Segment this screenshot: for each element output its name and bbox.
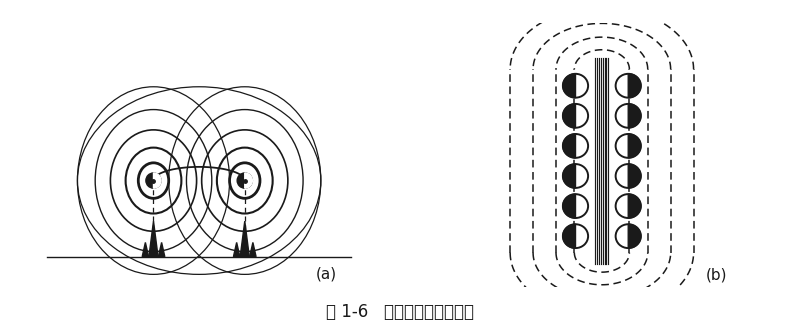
Polygon shape [628,194,641,218]
Polygon shape [154,173,161,188]
Polygon shape [240,221,249,257]
Polygon shape [563,194,575,218]
Text: 图 1-6   电流在线圈中的分布: 图 1-6 电流在线圈中的分布 [327,303,474,321]
Ellipse shape [616,134,641,158]
Polygon shape [159,242,165,257]
Polygon shape [563,164,575,188]
Ellipse shape [616,164,641,188]
Ellipse shape [616,74,641,98]
Text: (a): (a) [316,267,336,282]
Polygon shape [628,104,641,128]
Polygon shape [149,221,158,257]
Ellipse shape [563,134,588,158]
Ellipse shape [563,194,588,218]
Ellipse shape [616,224,641,248]
Polygon shape [233,242,239,257]
Circle shape [237,173,252,188]
Polygon shape [563,224,575,248]
Polygon shape [563,74,575,98]
Polygon shape [628,164,641,188]
Circle shape [146,173,161,188]
Ellipse shape [616,104,641,128]
Polygon shape [628,134,641,158]
Ellipse shape [616,194,641,218]
Polygon shape [628,74,641,98]
Polygon shape [245,173,252,188]
Polygon shape [143,242,148,257]
Polygon shape [563,134,575,158]
Ellipse shape [563,224,588,248]
Polygon shape [250,242,256,257]
Polygon shape [563,104,575,128]
Ellipse shape [563,164,588,188]
Ellipse shape [563,104,588,128]
Polygon shape [628,224,641,248]
Text: (b): (b) [706,268,727,283]
Ellipse shape [563,74,588,98]
